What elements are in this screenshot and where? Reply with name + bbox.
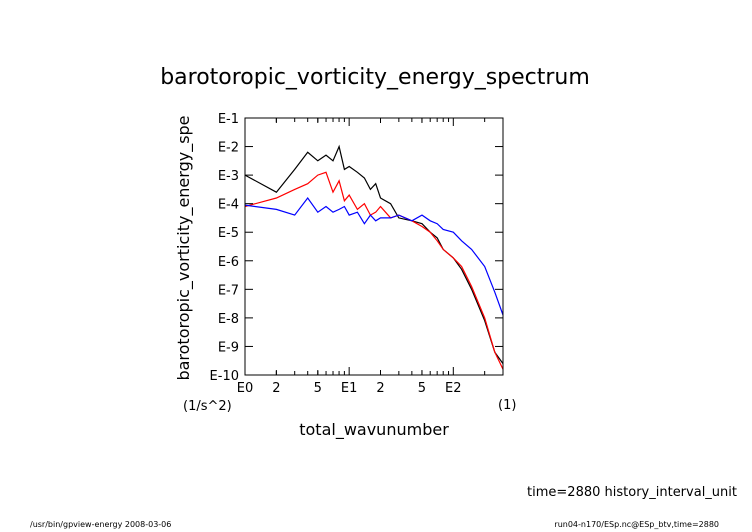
x-axis-label: total_wavunumber — [299, 420, 449, 440]
y-tick-label: E-4 — [218, 198, 239, 213]
y-tick-label: E-7 — [218, 283, 239, 298]
y-tick-label: E-5 — [218, 226, 239, 241]
x-tick-label: E2 — [445, 381, 462, 396]
x-tick-label: E0 — [237, 381, 254, 396]
plot-frame — [244, 117, 504, 376]
x-tick-label: 2 — [376, 381, 384, 396]
series-line-1 — [244, 144, 504, 364]
program-label: /usr/bin/gpview-energy 2008-03-06 — [30, 520, 171, 529]
y-axis: E-1 E-2 E-3 E-4 E-5 E-6 E-7 E-8 E-9 E-10 — [210, 112, 503, 384]
y-axis-label: barotoropic_vorticity_energy_spe — [174, 115, 194, 380]
time-label: time=2880 history_interval_unit — [527, 485, 737, 500]
y-tick-label: E-2 — [218, 141, 239, 156]
chart-title: barotoropic_vorticity_energy_spectrum — [160, 65, 590, 90]
y-axis-unit: (1/s^2) — [183, 399, 232, 414]
y-tick-label: E-3 — [218, 169, 239, 184]
series-lines — [244, 144, 504, 370]
y-tick-label: E-1 — [218, 112, 239, 127]
y-tick-label: E-10 — [210, 369, 239, 384]
series-line-3 — [244, 196, 504, 316]
y-tick-label: E-6 — [218, 255, 239, 270]
x-tick-label: 2 — [272, 381, 280, 396]
y-tick-label: E-9 — [218, 340, 239, 355]
x-tick-label: 5 — [418, 381, 426, 396]
x-axis: E0 2 5 E1 2 5 E2 — [237, 118, 504, 396]
x-tick-label: E1 — [341, 381, 358, 396]
x-tick-label: 5 — [314, 381, 322, 396]
file-label: run04-n170/ESp.nc@ESp_btv,time=2880 — [554, 520, 719, 529]
series-line-2 — [244, 171, 504, 370]
y-tick-label: E-8 — [218, 312, 239, 327]
x-axis-unit: (1) — [498, 398, 516, 413]
